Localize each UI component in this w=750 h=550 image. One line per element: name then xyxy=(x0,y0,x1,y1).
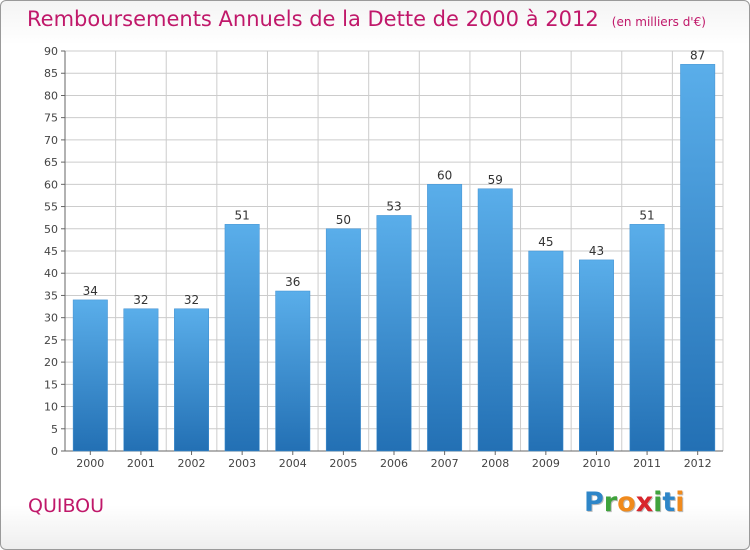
x-tick-label: 2009 xyxy=(532,457,560,470)
data-label: 87 xyxy=(690,48,705,62)
proxiti-logo: Proxiti xyxy=(584,487,685,518)
x-tick-label: 2006 xyxy=(380,457,408,470)
y-tick-label: 85 xyxy=(44,67,58,80)
bar xyxy=(680,64,716,452)
logo-letter: r xyxy=(603,487,618,518)
bar xyxy=(629,224,665,452)
data-label: 43 xyxy=(589,244,604,258)
x-tick-label: 2003 xyxy=(228,457,256,470)
logo-letter: P xyxy=(584,487,604,518)
y-tick-label: 80 xyxy=(44,89,58,102)
y-tick-label: 10 xyxy=(44,401,58,414)
data-label: 32 xyxy=(184,293,199,307)
x-tick-label: 2004 xyxy=(279,457,307,470)
bar xyxy=(123,308,159,452)
y-tick-label: 30 xyxy=(44,312,58,325)
x-tick-label: 2012 xyxy=(684,457,712,470)
y-tick-label: 70 xyxy=(44,134,58,147)
bar xyxy=(275,290,311,452)
bars xyxy=(72,64,716,452)
bar xyxy=(528,250,564,452)
logo-letter: t xyxy=(662,487,676,518)
data-label: 36 xyxy=(285,275,300,289)
y-tick-label: 40 xyxy=(44,267,58,280)
bar xyxy=(72,299,108,452)
x-tick-label: 2007 xyxy=(431,457,459,470)
y-tick-label: 5 xyxy=(51,423,58,436)
y-tick-label: 55 xyxy=(44,201,58,214)
y-tick-label: 35 xyxy=(44,289,58,302)
y-tick-label: 75 xyxy=(44,112,58,125)
bar xyxy=(427,184,463,452)
x-tick-label: 2011 xyxy=(633,457,661,470)
bar xyxy=(174,308,209,452)
y-tick-label: 45 xyxy=(44,245,58,258)
logo-letter: i xyxy=(653,487,663,518)
data-label: 45 xyxy=(538,235,553,249)
bar xyxy=(477,188,513,452)
y-tick-label: 50 xyxy=(44,223,58,236)
y-tick-label: 65 xyxy=(44,156,58,169)
data-label: 32 xyxy=(133,293,148,307)
logo-letter: o xyxy=(617,487,636,518)
logo-letter: x xyxy=(635,487,654,518)
x-tick-label: 2002 xyxy=(178,457,206,470)
data-label: 51 xyxy=(639,208,654,222)
bar xyxy=(579,259,614,452)
y-tick-label: 25 xyxy=(44,334,58,347)
chart-title: Remboursements Annuels de la Dette de 20… xyxy=(27,7,706,31)
y-tick-label: 20 xyxy=(44,356,58,369)
chart-unit-label: (en milliers d'€) xyxy=(611,15,706,29)
x-tick-label: 2005 xyxy=(329,457,357,470)
data-label: 34 xyxy=(83,284,98,298)
y-tick-label: 90 xyxy=(44,45,58,58)
x-tick-label: 2010 xyxy=(582,457,610,470)
bar xyxy=(325,228,361,452)
data-labels: 34 32 32 51 36 50 53 60 59 45 43 51 87 xyxy=(83,48,706,306)
bar xyxy=(224,224,260,452)
logo-letter: i xyxy=(675,487,685,518)
data-label: 50 xyxy=(336,213,351,227)
bar xyxy=(376,215,412,452)
x-axis: 2000 2001 2002 2003 2004 2005 2006 2007 2008 2009… xyxy=(76,451,712,470)
y-tick-label: 0 xyxy=(51,445,58,458)
data-label: 51 xyxy=(235,208,250,222)
x-tick-label: 2000 xyxy=(76,457,104,470)
data-label: 53 xyxy=(386,199,401,213)
x-tick-label: 2008 xyxy=(481,457,509,470)
data-label: 60 xyxy=(437,168,452,182)
data-label: 59 xyxy=(488,173,503,187)
y-tick-label: 60 xyxy=(44,178,58,191)
x-tick-label: 2001 xyxy=(127,457,155,470)
y-tick-label: 15 xyxy=(44,378,58,391)
commune-name: QUIBOU xyxy=(28,495,105,517)
chart-title-text: Remboursements Annuels de la Dette de 20… xyxy=(27,7,599,31)
